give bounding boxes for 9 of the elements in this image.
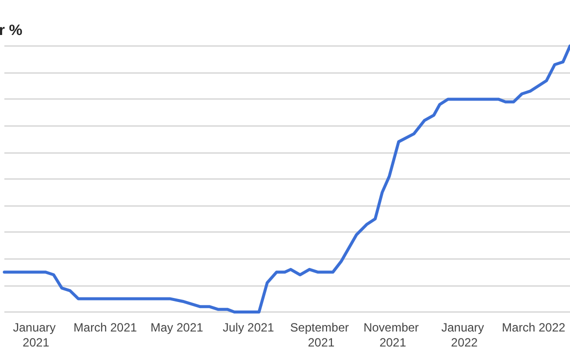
x-tick-label: September 2021 xyxy=(290,320,352,350)
x-tick-label: January 2022 xyxy=(441,320,488,350)
x-tick-label: March 2022 xyxy=(502,320,566,334)
x-tick-label: January 2021 xyxy=(12,320,60,350)
x-tick-label: July 2021 xyxy=(222,320,274,334)
x-tick-label: March 2021 xyxy=(74,320,138,334)
chart-title: r % xyxy=(0,22,22,39)
x-tick-label: May 2021 xyxy=(150,320,204,334)
x-tick-label: November 2021 xyxy=(363,320,422,350)
